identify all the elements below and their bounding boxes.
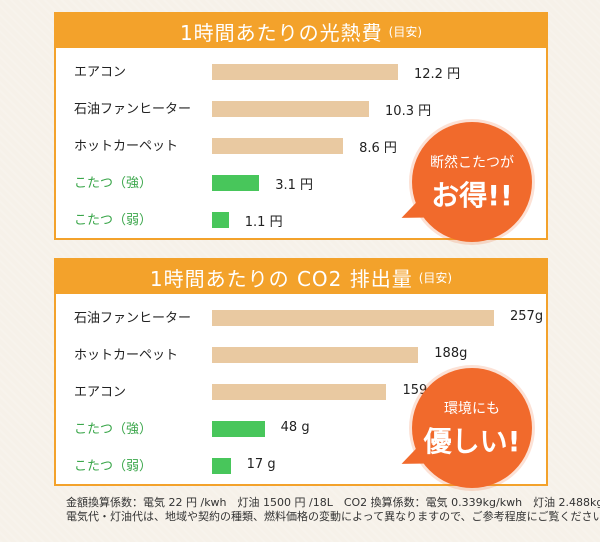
bar-row: 石油ファンヒーター 10.3 円 bbox=[66, 95, 536, 119]
value-label: 48 g bbox=[280, 420, 310, 435]
value-label: 12.2 円 bbox=[414, 67, 461, 82]
panel-co2: 1時間あたりの CO2 排出量 (目安) 石油ファンヒーター 257g ホットカーペ… bbox=[54, 258, 548, 488]
bar bbox=[212, 421, 265, 437]
bar-row: エアコン 159g bbox=[66, 378, 536, 400]
category-label: 石油ファンヒーター bbox=[74, 102, 192, 117]
bar-row: こたつ（強） 48 g bbox=[66, 415, 536, 437]
footnote-line-2: 電気代・灯油代は、地域や契約の種類、燃料価格の変動によって異なりますので、ご参考… bbox=[66, 510, 600, 523]
chart-subtitle: (目安) bbox=[388, 24, 423, 39]
callout-big-text: 優しい! bbox=[423, 425, 521, 458]
callout-bubble: 断然こたつが お得!! bbox=[397, 122, 532, 242]
bar bbox=[212, 212, 229, 228]
value-label: 188g bbox=[434, 346, 468, 361]
category-label: こたつ（弱） bbox=[74, 459, 153, 474]
category-label: ホットカーペット bbox=[74, 139, 179, 154]
value-label: 17 g bbox=[246, 457, 276, 472]
category-label: こたつ（強） bbox=[74, 176, 153, 191]
bar bbox=[212, 101, 370, 117]
value-label: 8.6 円 bbox=[359, 141, 397, 156]
value-label: 10.3 円 bbox=[385, 104, 432, 119]
bar bbox=[212, 310, 494, 326]
category-label: ホットカーペット bbox=[74, 348, 179, 363]
callout-small-text: 断然こたつが bbox=[430, 155, 514, 171]
chart-subtitle: (目安) bbox=[418, 270, 453, 285]
category-label: こたつ（強） bbox=[74, 422, 153, 437]
bar bbox=[212, 347, 419, 363]
category-label: エアコン bbox=[74, 385, 127, 400]
bar bbox=[212, 384, 387, 400]
callout-small-text: 環境にも bbox=[444, 401, 500, 417]
footnote: 金額換算係数：電気 22 円 /kwh 灯油 1500 円 /18L CO2 換… bbox=[66, 496, 600, 524]
panel-cost: 1時間あたりの光熱費 (目安) エアコン 12.2 円石油ファンヒーター 10.3 … bbox=[54, 12, 548, 242]
bar-row: ホットカーペット 188g bbox=[66, 341, 536, 363]
value-label: 3.1 円 bbox=[275, 178, 314, 193]
callout-bubble: 環境にも 優しい! bbox=[397, 368, 532, 488]
category-label: エアコン bbox=[74, 65, 127, 80]
bar bbox=[212, 175, 260, 191]
bar-row: こたつ（弱） 1.1 円 bbox=[66, 206, 536, 230]
chart-title: 1時間あたりの CO2 排出量 bbox=[149, 266, 413, 291]
value-label: 1.1 円 bbox=[244, 215, 283, 230]
bar-row: ホットカーペット 8.6 円 bbox=[66, 132, 536, 156]
chart-title: 1時間あたりの光熱費 bbox=[179, 20, 383, 45]
bar-row: こたつ（強） 3.1 円 bbox=[66, 169, 536, 193]
callout-big-text: お得!! bbox=[431, 179, 513, 212]
bar-row: エアコン 12.2 円 bbox=[66, 58, 536, 82]
bar bbox=[212, 458, 231, 474]
panel-header: 1時間あたりの CO2 排出量 (目安) bbox=[56, 260, 546, 294]
bar bbox=[212, 138, 344, 154]
bar-row: 石油ファンヒーター 257g bbox=[66, 304, 543, 326]
bar bbox=[212, 64, 398, 80]
value-label: 257g bbox=[510, 309, 544, 324]
bar-row: こたつ（弱） 17 g bbox=[66, 452, 536, 474]
category-label: 石油ファンヒーター bbox=[74, 311, 192, 326]
footnote-line-1: 金額換算係数：電気 22 円 /kwh 灯油 1500 円 /18L CO2 換… bbox=[66, 496, 600, 509]
category-label: こたつ（弱） bbox=[74, 213, 153, 228]
panel-header: 1時間あたりの光熱費 (目安) bbox=[56, 14, 546, 48]
